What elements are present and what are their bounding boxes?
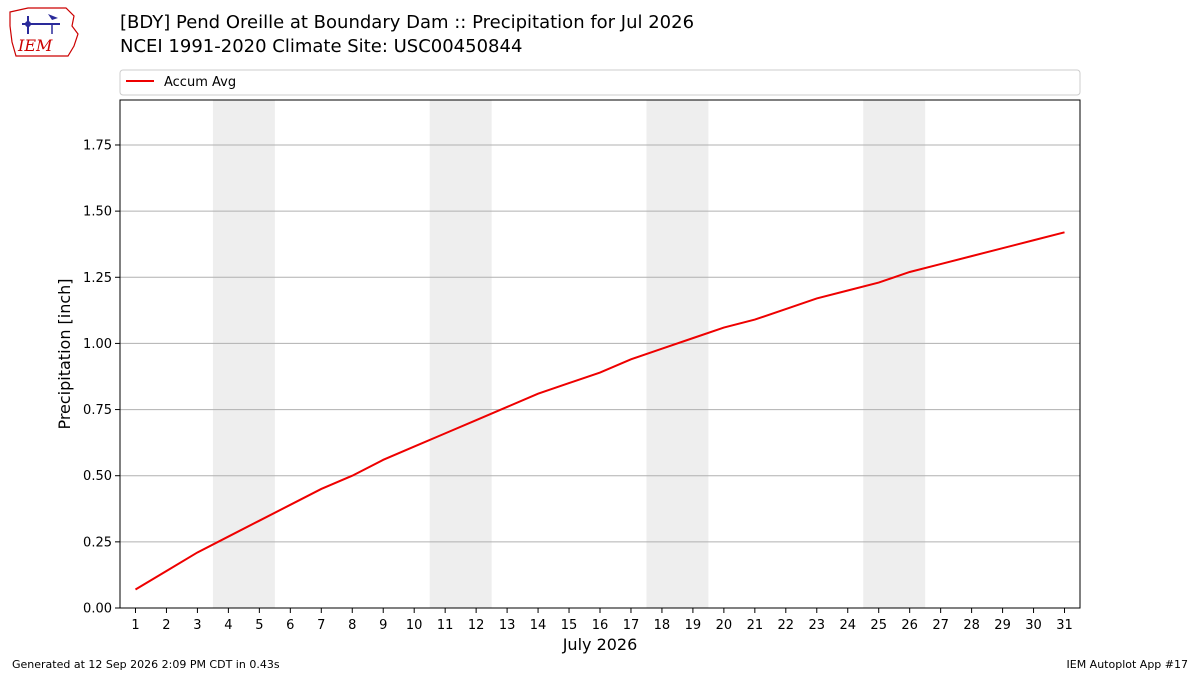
grid-lines xyxy=(120,144,1080,543)
y-ticks: 0.00 0.25 0.50 0.75 1.00 1.25 1.50 1.75 xyxy=(83,138,120,617)
x-tick-label: 2 xyxy=(162,618,170,633)
legend-box xyxy=(119,69,1081,96)
x-tick-label: 12 xyxy=(468,618,485,633)
x-tick-label: 4 xyxy=(224,618,232,633)
x-tick-label: 25 xyxy=(870,618,887,633)
weekend-band xyxy=(212,100,275,608)
x-tick-label: 5 xyxy=(255,618,263,633)
chart-subtitle: NCEI 1991-2020 Climate Site: USC00450844 xyxy=(120,36,523,57)
y-tick-label: 1.50 xyxy=(83,205,112,220)
x-tick-label: 14 xyxy=(530,618,547,633)
x-tick-label: 16 xyxy=(592,618,609,633)
y-tick-label: 1.00 xyxy=(83,337,112,352)
iem-logo: IEM xyxy=(9,7,79,57)
legend: Accum Avg xyxy=(119,69,1081,96)
x-tick-label: 21 xyxy=(747,618,764,633)
y-tick-label: 0.00 xyxy=(83,602,112,617)
x-axis-label: July 2026 xyxy=(562,635,638,654)
logo-text: IEM xyxy=(17,36,53,55)
x-tick-label: 13 xyxy=(499,618,516,633)
x-tick-label: 31 xyxy=(1056,618,1073,633)
x-tick-label: 1 xyxy=(131,618,139,633)
x-tick-label: 3 xyxy=(193,618,201,633)
x-tick-label: 27 xyxy=(932,618,949,633)
chart-title: [BDY] Pend Oreille at Boundary Dam :: Pr… xyxy=(120,12,695,33)
series-line-accum-avg xyxy=(134,231,1065,591)
y-tick-label: 0.25 xyxy=(83,535,112,550)
x-tick-label: 15 xyxy=(561,618,578,633)
x-tick-label: 26 xyxy=(901,618,918,633)
weekend-band xyxy=(429,100,492,608)
x-tick-label: 24 xyxy=(839,618,856,633)
weekend-band xyxy=(646,100,709,608)
x-tick-label: 6 xyxy=(286,618,294,633)
x-tick-label: 19 xyxy=(685,618,702,633)
x-tick-label: 8 xyxy=(348,618,356,633)
x-ticks: 1 2 3 4 5 6 7 8 9 10 11 12 13 14 15 16 17 18 19 20 21 22 23 24 2… xyxy=(131,608,1073,633)
x-tick-label: 11 xyxy=(437,618,454,633)
x-tick-label: 7 xyxy=(317,618,325,633)
x-tick-label: 23 xyxy=(809,618,826,633)
weekend-bands xyxy=(212,100,926,608)
x-tick-label: 20 xyxy=(716,618,733,633)
x-tick-label: 28 xyxy=(963,618,980,633)
weekend-band xyxy=(863,100,926,608)
x-tick-label: 10 xyxy=(406,618,423,633)
x-tick-label: 30 xyxy=(1025,618,1042,633)
y-tick-label: 0.75 xyxy=(83,403,112,418)
y-tick-label: 0.50 xyxy=(83,469,112,484)
y-tick-label: 1.75 xyxy=(83,138,112,153)
footer-app: IEM Autoplot App #17 xyxy=(1066,658,1189,671)
x-tick-label: 17 xyxy=(623,618,640,633)
y-tick-label: 1.25 xyxy=(83,271,112,286)
footer-generated: Generated at 12 Sep 2026 2:09 PM CDT in … xyxy=(12,658,280,671)
x-tick-label: 9 xyxy=(379,618,387,633)
x-tick-label: 22 xyxy=(778,618,795,633)
x-tick-label: 18 xyxy=(654,618,671,633)
legend-label: Accum Avg xyxy=(164,75,236,90)
y-axis-label: Precipitation [inch] xyxy=(55,278,74,429)
x-tick-label: 29 xyxy=(994,618,1011,633)
